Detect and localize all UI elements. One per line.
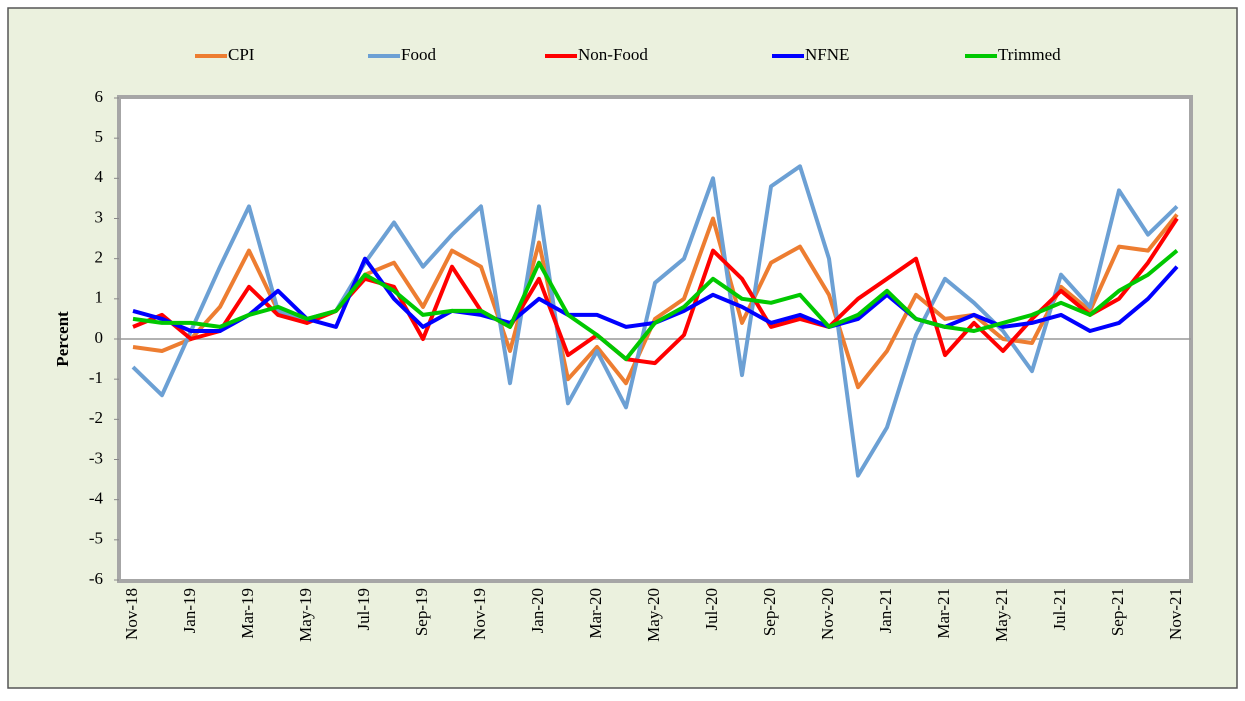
x-tick-label: Jan-19 [180, 588, 199, 633]
x-tick-label: Jul-21 [1050, 588, 1069, 631]
y-tick-label: -5 [89, 529, 103, 548]
y-tick-label: 2 [95, 248, 104, 267]
y-tick-label: -1 [89, 368, 103, 387]
x-tick-label: Sep-21 [1108, 588, 1127, 636]
y-tick-label: 3 [95, 207, 104, 226]
y-tick-label: -3 [89, 448, 103, 467]
y-tick-label: -4 [89, 489, 104, 508]
x-tick-label: May-19 [296, 588, 315, 642]
x-tick-label: May-20 [644, 588, 663, 642]
y-tick-label: 0 [95, 328, 104, 347]
x-tick-label: Nov-21 [1166, 588, 1185, 640]
y-tick-label: -2 [89, 408, 103, 427]
legend-label: Non-Food [578, 45, 648, 64]
y-tick-label: 6 [95, 87, 104, 106]
x-tick-label: Sep-19 [412, 588, 431, 636]
y-tick-label: 5 [95, 127, 104, 146]
x-tick-label: Jul-20 [702, 588, 721, 631]
x-tick-label: Nov-18 [122, 588, 141, 640]
x-tick-label: Jan-21 [876, 588, 895, 633]
x-tick-label: Sep-20 [760, 588, 779, 636]
series-line [132, 249, 1179, 362]
legend-label: NFNE [805, 45, 849, 64]
y-tick-label: -6 [89, 569, 103, 588]
x-tick-label: Nov-19 [470, 588, 489, 640]
x-tick-label: Jan-20 [528, 588, 547, 633]
legend-label: Trimmed [998, 45, 1061, 64]
y-axis-label: Percent [53, 311, 72, 367]
x-tick-label: Mar-20 [586, 588, 605, 639]
x-tick-label: May-21 [992, 588, 1011, 642]
x-tick-label: Jul-19 [354, 588, 373, 631]
legend-label: CPI [228, 45, 255, 64]
x-tick-label: Mar-19 [238, 588, 257, 639]
legend-label: Food [401, 45, 436, 64]
x-tick-label: Mar-21 [934, 588, 953, 639]
series-line [132, 217, 1179, 366]
y-tick-label: 4 [95, 167, 104, 186]
x-tick-label: Nov-20 [818, 588, 837, 640]
y-tick-label: 1 [95, 288, 104, 307]
